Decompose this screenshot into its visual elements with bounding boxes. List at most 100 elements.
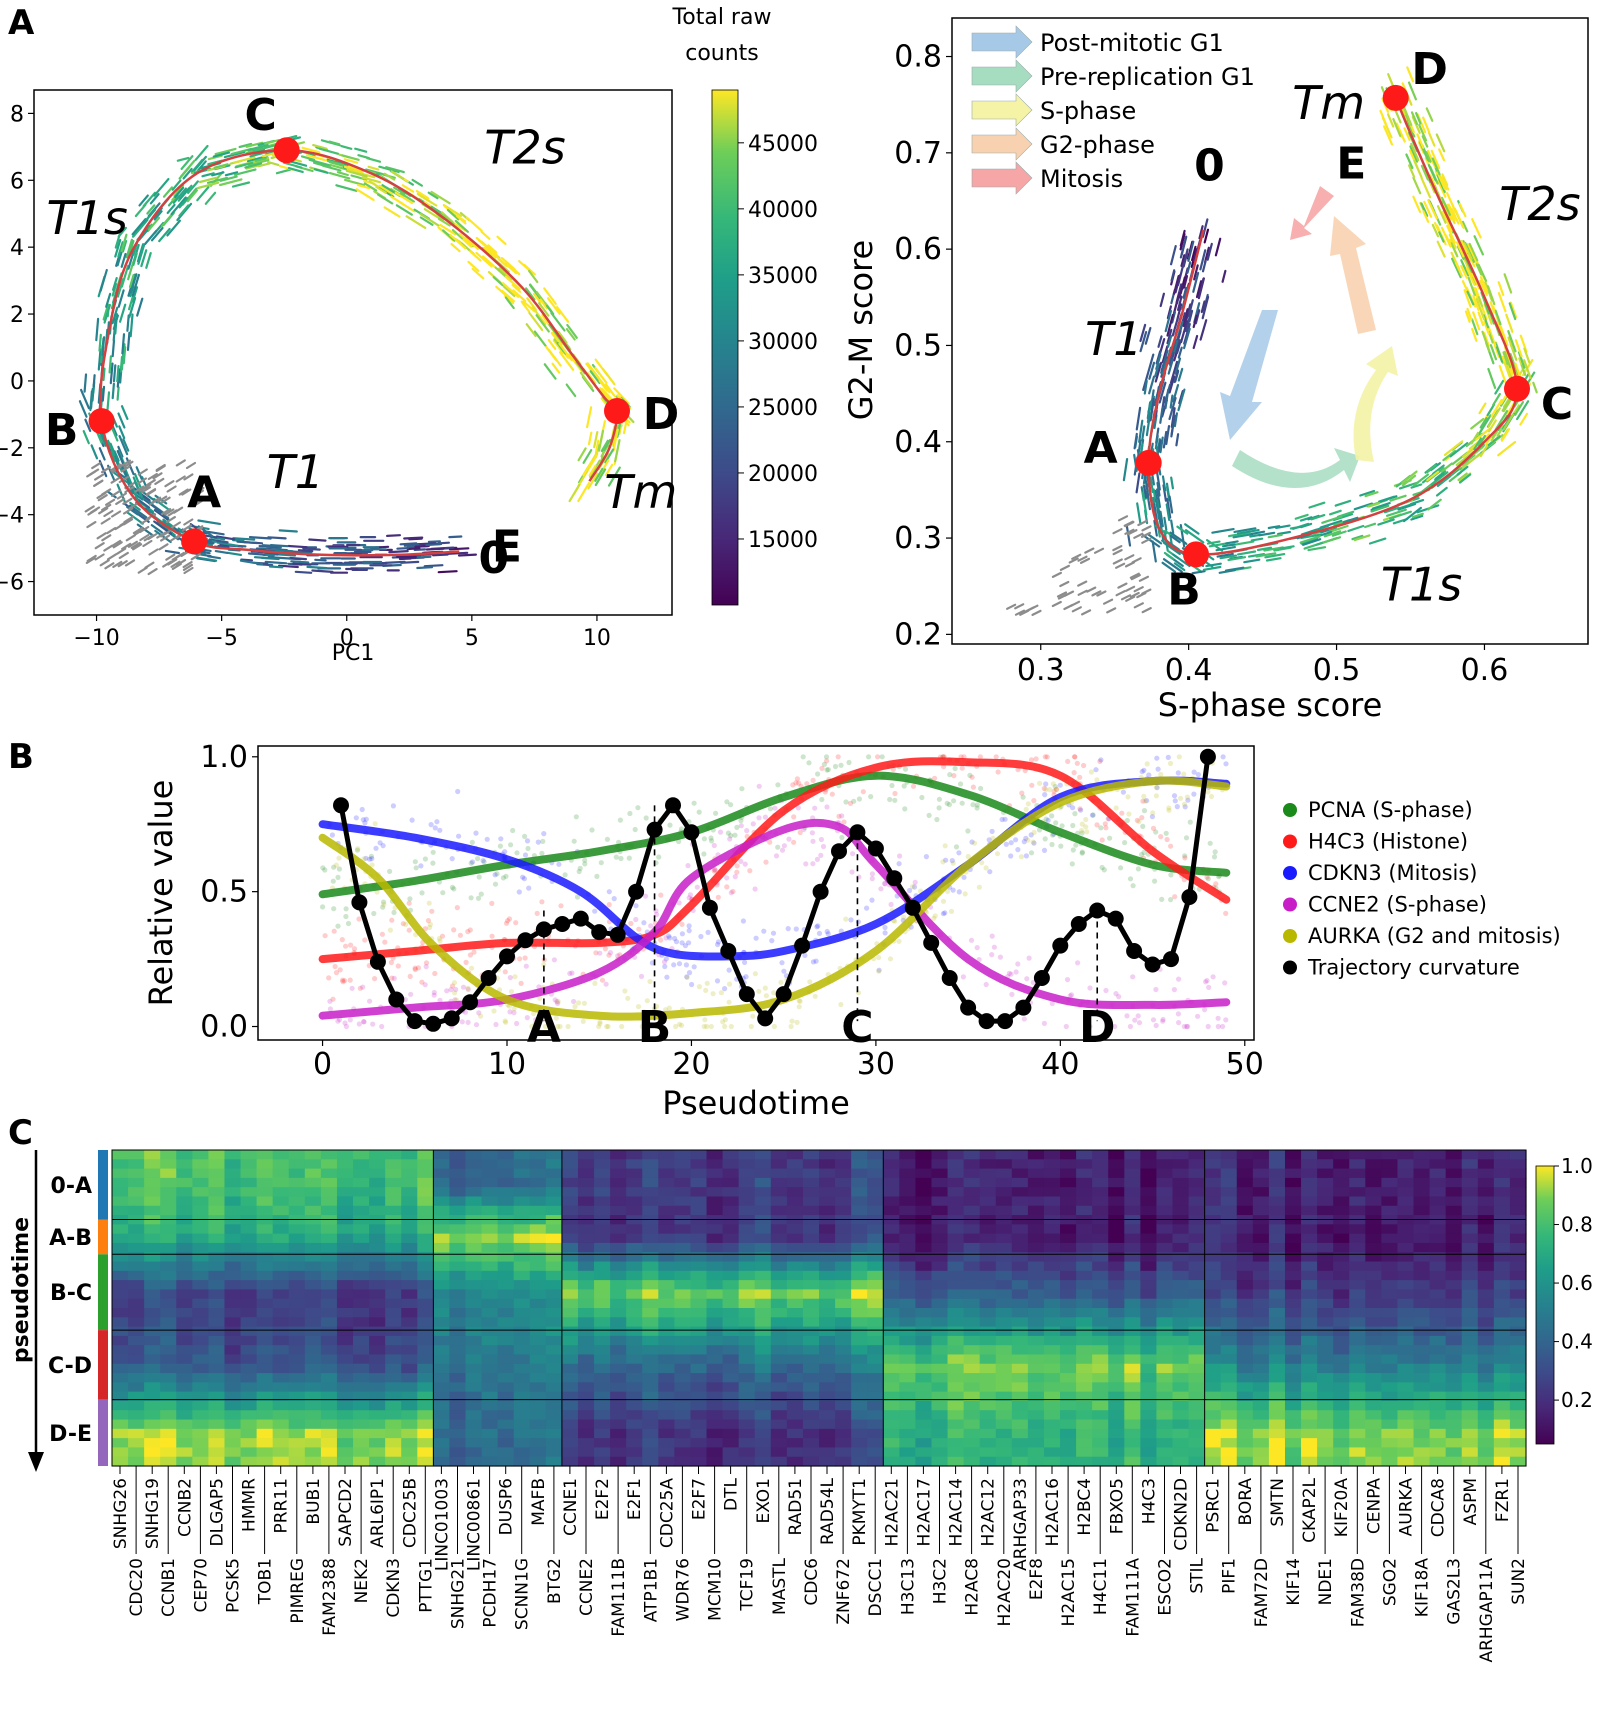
heatmap-cell — [433, 1159, 451, 1170]
heatmap-cell — [481, 1456, 499, 1467]
heatmap-cell — [545, 1177, 563, 1188]
gray-velocity-arrow — [1102, 598, 1114, 605]
velocity-arrow — [1385, 508, 1407, 517]
scatter-dot-3 — [1113, 991, 1119, 997]
heatmap-cell — [240, 1410, 258, 1421]
velocity-arrow — [1383, 506, 1400, 514]
heatmap-cell — [401, 1447, 418, 1458]
scatter-dot-1 — [1172, 894, 1178, 900]
velocity-arrow — [1492, 392, 1502, 406]
heatmap-cell — [353, 1270, 370, 1281]
velocity-arrow — [232, 539, 245, 543]
gray-velocity-arrow — [183, 518, 194, 526]
velocity-arrow — [1161, 358, 1168, 375]
velocity-arrow — [212, 151, 231, 158]
heatmap-cell — [208, 1410, 226, 1421]
heatmap-cell — [417, 1280, 434, 1291]
heatmap-cell — [240, 1363, 258, 1374]
heatmap-cell — [931, 1447, 949, 1458]
velocity-arrow — [1195, 280, 1203, 299]
heatmap-cell — [931, 1400, 949, 1411]
heatmap-cell — [883, 1252, 900, 1263]
scatter-dot-1 — [388, 959, 394, 966]
scatter-dot-1 — [767, 839, 773, 845]
scatter-dot-3 — [379, 1023, 385, 1030]
heatmap-cell — [176, 1382, 193, 1393]
scatter-dot-1 — [841, 819, 847, 825]
scatter-dot-2 — [353, 815, 359, 821]
scatter-dot-0 — [944, 800, 950, 806]
velocity-arrow — [246, 156, 264, 163]
velocity-arrow — [565, 383, 577, 398]
velocity-arrow — [1165, 425, 1171, 445]
scatter-dot-3 — [814, 856, 821, 863]
heatmap-cell — [642, 1428, 659, 1439]
panel-label-b: B — [8, 737, 34, 777]
node-label-E: E — [1336, 139, 1366, 190]
scatter-dot-4 — [465, 985, 471, 992]
heatmap-cell — [545, 1298, 563, 1309]
velocity-arrow — [82, 430, 90, 445]
scatter-dot-4 — [722, 1017, 729, 1023]
velocity-arrow — [1172, 553, 1191, 568]
heatmap-cell — [336, 1317, 354, 1328]
scatter-dot-0 — [734, 824, 740, 831]
scatter-dot-1 — [1097, 758, 1103, 765]
heatmap-cell — [481, 1270, 499, 1281]
scatter-dot-4 — [788, 1023, 794, 1030]
velocity-arrow — [546, 297, 561, 315]
heatmap-cell — [642, 1419, 659, 1430]
scatter-dot-3 — [850, 851, 856, 857]
heatmap-cell — [577, 1261, 595, 1272]
heatmap-cell — [208, 1373, 226, 1383]
scatter-dot-2 — [779, 960, 785, 966]
gray-velocity-arrow — [120, 459, 131, 467]
heatmap-cell — [819, 1373, 836, 1383]
heatmap-cell — [642, 1354, 659, 1365]
heatmap-cell — [353, 1242, 370, 1253]
scatter-dot-1 — [425, 918, 431, 924]
heatmap-cell — [674, 1400, 692, 1411]
gray-velocity-arrow — [1141, 525, 1152, 532]
scatter-dot-2 — [469, 859, 476, 865]
heatmap-cell — [931, 1335, 949, 1346]
heatmap-cell — [545, 1410, 563, 1421]
scatter-dot-0 — [522, 833, 528, 840]
heatmap-cell — [754, 1196, 772, 1207]
scatter-dot-2 — [1023, 835, 1029, 842]
heatmap-cell — [369, 1373, 386, 1383]
scatter-dot-3 — [1153, 986, 1159, 993]
heatmap-cell — [353, 1335, 370, 1346]
heatmap-cell — [786, 1438, 804, 1449]
velocity-arrow — [257, 162, 271, 168]
scatter-dot-2 — [1171, 793, 1178, 799]
curvature-point — [794, 937, 811, 954]
heatmap-cell — [176, 1168, 193, 1179]
heatmap-cell — [272, 1270, 290, 1281]
velocity-arrow — [423, 564, 444, 568]
gray-velocity-arrow — [1005, 603, 1017, 610]
heatmap-cell — [931, 1252, 949, 1263]
heatmap-cell — [497, 1159, 515, 1170]
scatter-dot-2 — [611, 896, 617, 902]
heatmap-cell — [626, 1373, 643, 1383]
heatmap-cell — [915, 1298, 933, 1309]
heatmap-cell — [561, 1363, 579, 1374]
heatmap-cell — [947, 1280, 965, 1291]
scatter-dot-3 — [1006, 970, 1013, 977]
heatmap-cell — [369, 1317, 386, 1328]
scatter-dot-0 — [617, 817, 624, 823]
heatmap-cell — [561, 1354, 579, 1365]
velocity-arrow — [111, 277, 118, 291]
heatmap-cell — [690, 1205, 708, 1216]
scatter-dot-4 — [945, 888, 951, 895]
pca-x-axis-label: PC1 — [332, 641, 375, 666]
heatmap-cell — [706, 1400, 724, 1411]
heatmap-cell — [497, 1289, 515, 1300]
scatter-dot-0 — [1168, 897, 1174, 903]
curvature-point — [1199, 748, 1216, 765]
scatter-dot-2 — [1021, 839, 1027, 845]
heatmap-cell — [545, 1373, 563, 1383]
velocity-arrow — [1206, 242, 1213, 261]
heatmap-cell — [819, 1363, 836, 1374]
